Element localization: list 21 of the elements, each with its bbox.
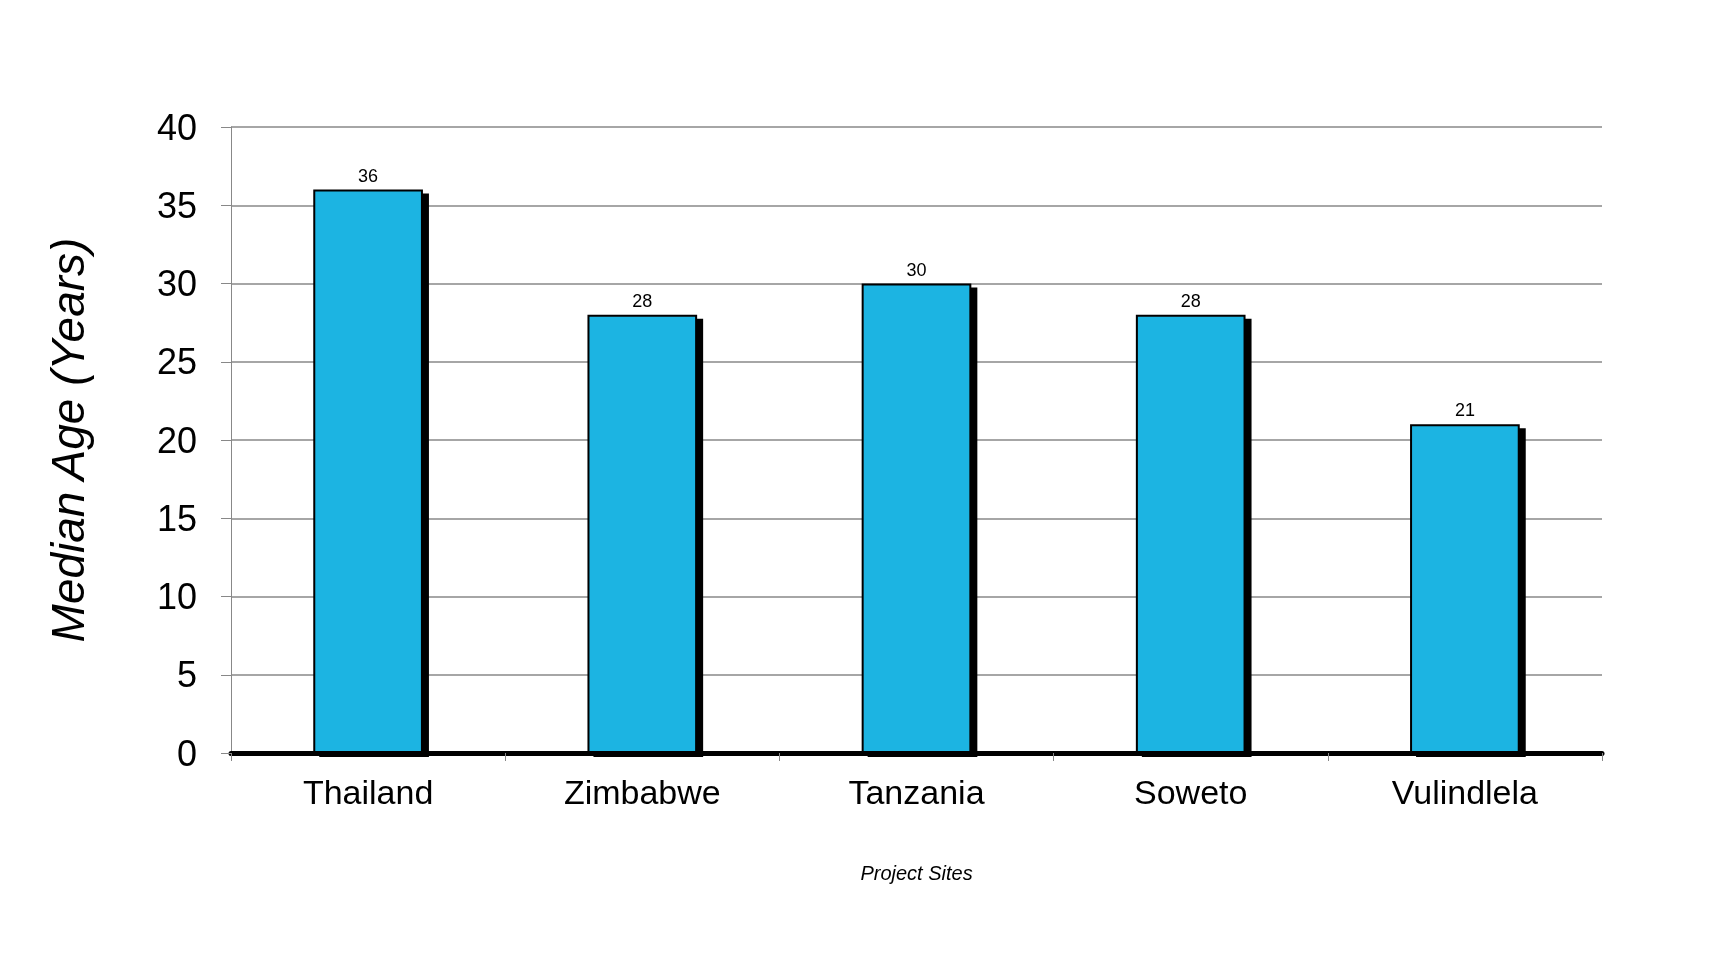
data-label: 36 <box>358 165 379 186</box>
y-axis-title: Median Age (Years) <box>42 237 94 643</box>
x-tick-label: Thailand <box>302 773 434 811</box>
x-tick-label: Zimbabwe <box>563 773 721 811</box>
data-label: 28 <box>1180 290 1201 311</box>
y-tick-label: 25 <box>156 341 197 383</box>
data-label: 28 <box>632 290 653 311</box>
x-tick-label: Soweto <box>1134 773 1248 811</box>
x-tick-label: Tanzania <box>848 773 985 811</box>
y-tick-label: 20 <box>156 419 197 461</box>
y-tick-label: 15 <box>156 497 197 539</box>
data-label: 21 <box>1454 400 1475 421</box>
y-tick-label: 35 <box>156 184 197 226</box>
y-tick-label: 5 <box>176 654 197 696</box>
y-tick-label: 30 <box>156 263 197 304</box>
x-tick-label: Vulindlela <box>1391 773 1539 811</box>
y-tick-label: 0 <box>176 732 197 774</box>
y-tick-label: 40 <box>156 106 197 148</box>
x-axis-title: Project Sites <box>860 862 973 884</box>
y-tick-label: 10 <box>156 576 197 617</box>
data-label: 30 <box>906 259 927 280</box>
